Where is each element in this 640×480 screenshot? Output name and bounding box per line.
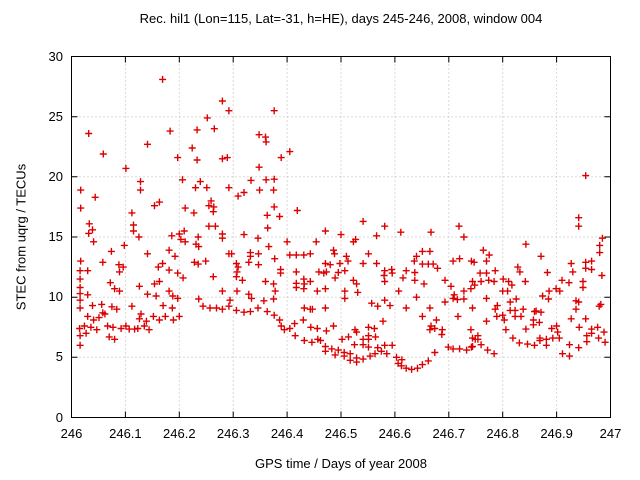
x-tick-label: 246.8 [486,426,519,441]
x-axis-label: GPS time / Days of year 2008 [255,456,427,471]
x-tick-label: 246.1 [109,426,142,441]
y-tick-label: 0 [55,409,63,425]
x-tick-label: 246.9 [540,426,573,441]
x-tick-label: 247 [599,426,622,441]
y-tick-label: 15 [48,229,63,244]
y-tick-label: 10 [48,289,63,305]
x-tick-label: 246 [60,426,83,441]
x-tick-label: 246.6 [378,426,412,441]
y-tick-label: 20 [48,168,63,184]
x-tick-label: 246.2 [163,426,196,441]
y-tick-label: 30 [48,48,63,64]
y-tick-label: 25 [48,108,63,124]
x-tick-label: 246.7 [432,426,466,441]
plot-title: Rec. hil1 (Lon=115, Lat=-31, h=HE), days… [139,11,543,26]
y-tick-label: 5 [55,349,63,365]
x-tick-label: 246.4 [270,426,304,441]
x-tick-label: 246.5 [324,426,358,441]
x-tick-label: 246.3 [216,426,250,441]
